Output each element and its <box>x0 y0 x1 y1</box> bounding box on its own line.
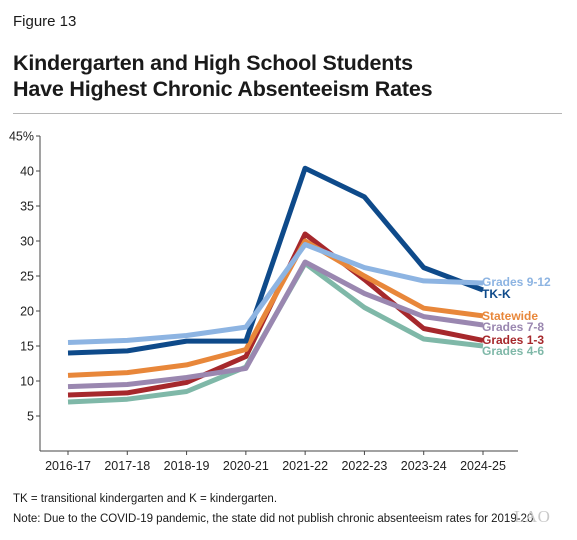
x-tick-label-2022-23: 2022-23 <box>341 459 387 473</box>
series-line-grades-9-12 <box>67 242 484 345</box>
y-tick-label-20: 20 <box>20 305 34 319</box>
chart-title-line-1: Kindergarten and High School Students <box>13 51 413 75</box>
figure-label: Figure 13 <box>13 13 77 30</box>
x-tick-label-2018-19: 2018-19 <box>164 459 210 473</box>
line-chart: 5 10 15 20 25 30 35 40 45% 2016-17 2017-18 2018-19 2… <box>9 130 551 474</box>
series-label-statewide: Statewide <box>482 309 538 323</box>
series-line-tk-k <box>67 165 484 356</box>
series-label-grades-9-12: Grades 9-12 <box>482 275 551 289</box>
y-tick-label-30: 30 <box>20 235 34 249</box>
footnote-covid: Note: Due to the COVID-19 pandemic, the … <box>13 513 537 525</box>
x-tick-label-2016-17: 2016-17 <box>45 459 91 473</box>
y-tick-label-45: 45% <box>9 130 34 144</box>
lao-logo: LAO <box>514 507 551 526</box>
x-tick-label-2017-18: 2017-18 <box>104 459 150 473</box>
series-label-tk-k: TK-K <box>482 287 511 301</box>
chart-title-line-2: Have Highest Chronic Absenteeism Rates <box>13 77 433 101</box>
chart-title: Kindergarten and High School Students Ha… <box>13 50 563 102</box>
footnote-abbreviations: TK = transitional kindergarten and K = k… <box>13 493 278 505</box>
x-tick-label-2024-25: 2024-25 <box>460 459 506 473</box>
series-line-statewide <box>67 238 484 378</box>
x-tick-label-2023-24: 2023-24 <box>401 459 447 473</box>
y-tick-label-40: 40 <box>20 165 34 179</box>
y-tick-label-10: 10 <box>20 375 34 389</box>
x-tick-label-2020-21: 2020-21 <box>223 459 269 473</box>
y-tick-label-35: 35 <box>20 200 34 214</box>
series-line-grades-7-8 <box>67 259 484 390</box>
y-tick-label-15: 15 <box>20 340 34 354</box>
series-label-grades-4-6: Grades 4-6 <box>482 344 544 358</box>
y-tick-label-5: 5 <box>27 410 34 424</box>
y-tick-label-25: 25 <box>20 270 34 284</box>
series-label-grades-1-3: Grades 1-3 <box>482 333 544 347</box>
series-label-grades-7-8: Grades 7-8 <box>482 320 544 334</box>
title-divider <box>13 113 562 114</box>
x-tick-label-2021-22: 2021-22 <box>282 459 328 473</box>
